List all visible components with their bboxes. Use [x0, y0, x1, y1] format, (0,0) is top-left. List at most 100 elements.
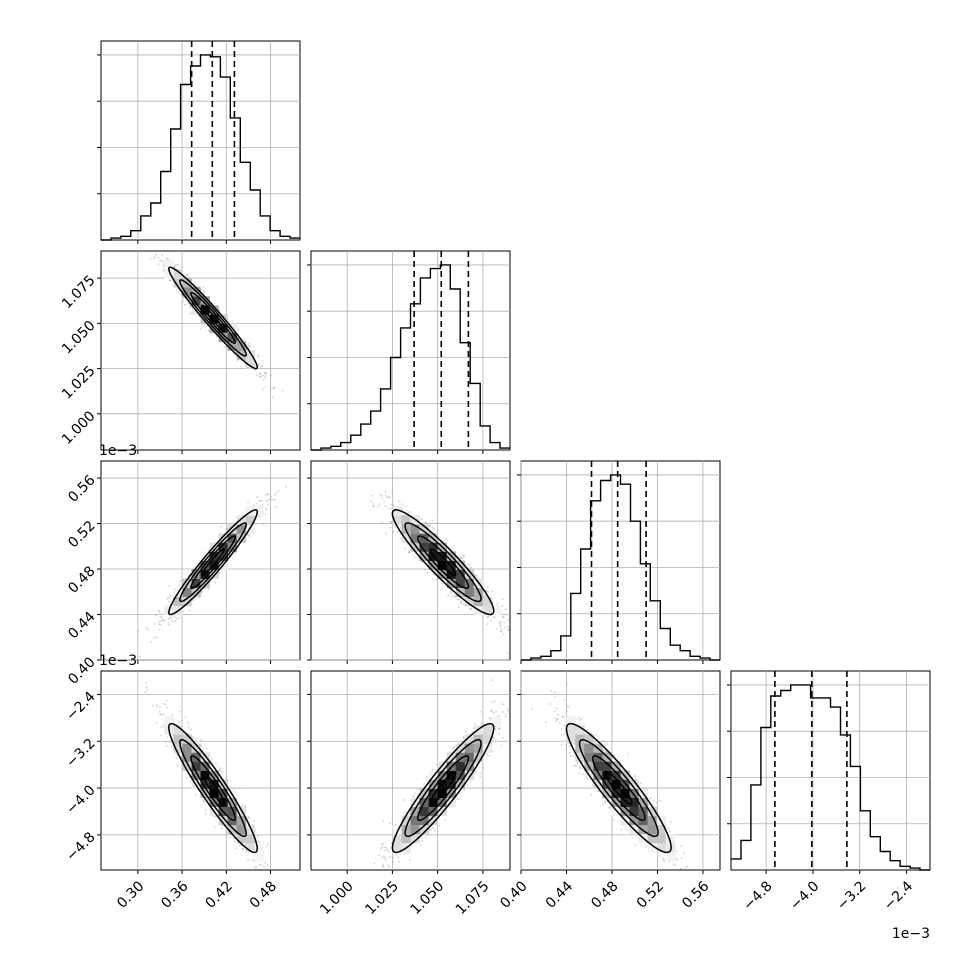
scatter-point	[396, 531, 399, 533]
scatter-point	[192, 599, 194, 602]
scatter-point	[188, 609, 191, 612]
scatter-point	[162, 619, 164, 621]
scatter-point	[256, 496, 259, 499]
scatter-point	[233, 840, 236, 842]
scatter-point	[155, 722, 158, 724]
density-cell	[236, 341, 247, 351]
density-cell	[236, 350, 247, 360]
scatter-point	[397, 500, 400, 503]
scatter-point	[258, 500, 261, 503]
scatter-point	[204, 587, 207, 590]
y-tick-label: 1.050	[59, 318, 99, 358]
scatter-point	[174, 265, 177, 267]
scatter-point	[261, 365, 264, 368]
scatter-point	[497, 602, 500, 605]
scatter-point	[171, 714, 174, 716]
scatter-point	[253, 369, 256, 371]
scatter-point	[159, 713, 162, 716]
scatter-point	[165, 745, 168, 748]
scatter-point	[390, 507, 392, 510]
scatter-point	[241, 804, 244, 807]
density-cell	[164, 260, 174, 270]
scatter-point	[444, 538, 447, 541]
scatter-point	[203, 800, 205, 802]
scatter-point	[469, 608, 472, 611]
scatter-point	[167, 623, 170, 626]
scatter-point	[257, 835, 259, 838]
scatter-point	[219, 309, 221, 312]
scatter-point	[277, 489, 280, 492]
density-cell	[173, 269, 183, 279]
scatter-point	[501, 598, 504, 601]
scatter-point	[259, 373, 262, 376]
scatter-point	[461, 557, 464, 560]
scatter-point	[413, 556, 416, 559]
scatter-point	[170, 279, 172, 282]
scatter-point	[266, 493, 269, 495]
scatter-point	[487, 590, 489, 593]
panel-1-0	[97, 250, 301, 454]
scatter-point	[390, 503, 393, 506]
scatter-point	[162, 265, 165, 268]
scatter-point	[261, 388, 264, 390]
scatter-point	[180, 293, 183, 296]
scatter-point	[262, 378, 265, 381]
scatter-point	[424, 568, 426, 571]
scatter-point	[404, 547, 407, 550]
scatter-point	[487, 616, 490, 618]
scatter-point	[258, 863, 261, 866]
scatter-point	[451, 596, 453, 598]
scatter-point	[194, 597, 197, 600]
scatter-point	[170, 279, 172, 282]
panel-2-1	[307, 460, 511, 664]
scatter-point	[178, 290, 180, 293]
scatter-point	[487, 586, 489, 589]
scatter-point	[147, 628, 149, 631]
scatter-point	[501, 605, 504, 607]
scatter-point	[232, 837, 235, 840]
scatter-point	[153, 636, 156, 639]
scatter-point	[162, 270, 165, 272]
scatter-point	[137, 630, 140, 633]
scatter-point	[249, 345, 251, 348]
scatter-point	[235, 847, 238, 850]
scatter-point	[251, 859, 254, 861]
scatter-point	[213, 333, 216, 336]
scatter-point	[186, 273, 189, 276]
scatter-point	[181, 580, 183, 583]
panel-3-0	[97, 670, 301, 874]
scatter-point	[155, 636, 158, 639]
scatter-point	[168, 584, 171, 587]
scatter-point	[161, 616, 163, 619]
scatter-point	[166, 597, 169, 600]
axes-frame	[520, 460, 721, 661]
scatter-point	[261, 374, 264, 377]
scatter-point	[264, 376, 266, 379]
scatter-point	[247, 533, 249, 536]
scatter-point	[247, 345, 250, 348]
scatter-point	[249, 535, 251, 537]
scatter-point	[456, 598, 459, 601]
scatter-point	[260, 365, 262, 368]
scatter-point	[273, 498, 276, 501]
histogram-step	[101, 54, 300, 241]
scatter-point	[446, 539, 449, 542]
y-tick-label: 1.075	[59, 272, 99, 312]
scatter-point	[495, 628, 498, 630]
scatter-point	[391, 491, 393, 493]
scatter-point	[384, 490, 387, 493]
scatter-point	[160, 259, 163, 262]
scatter-point	[162, 261, 165, 263]
density-cell	[200, 305, 210, 315]
scatter-point	[175, 753, 178, 756]
scatter-point	[426, 572, 428, 574]
scatter-point	[145, 627, 148, 630]
scatter-point	[173, 266, 176, 269]
scatter-point	[458, 598, 460, 601]
scatter-point	[228, 785, 231, 788]
scatter-point	[388, 496, 390, 498]
scatter-point	[460, 600, 462, 603]
scatter-point	[204, 813, 207, 816]
scatter-point	[507, 628, 510, 631]
